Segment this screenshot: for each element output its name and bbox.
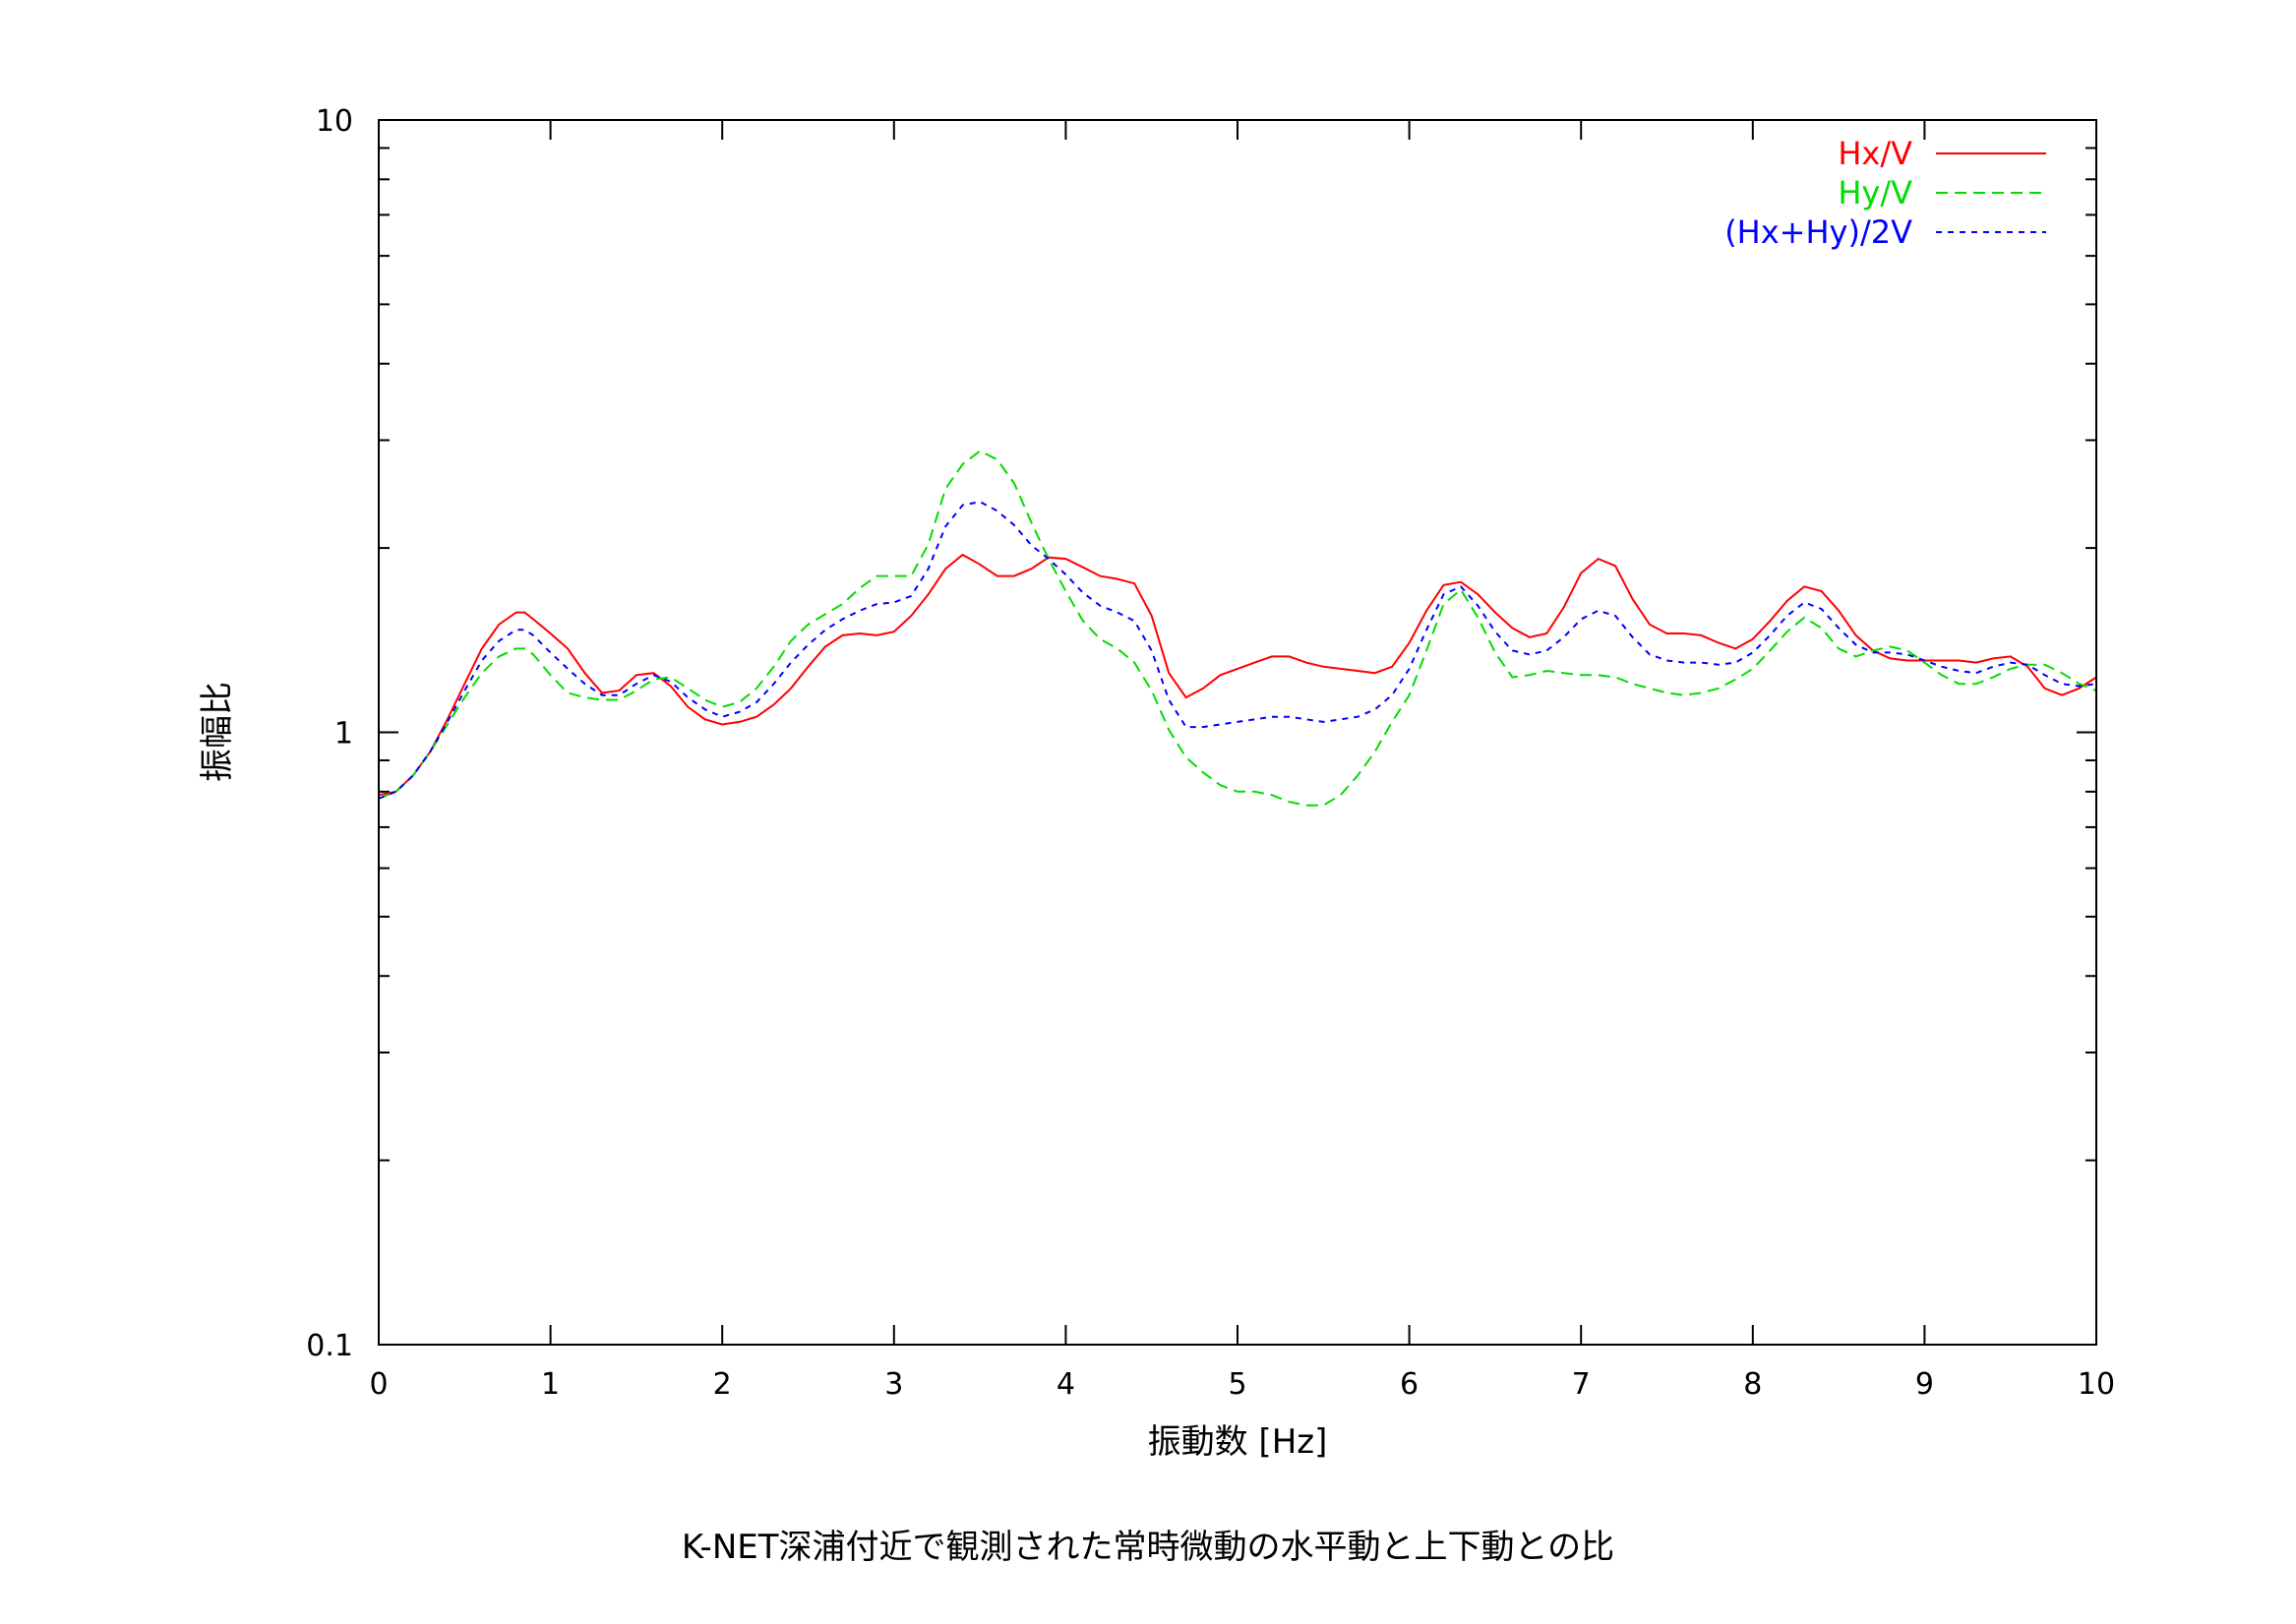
x-tick-label: 10: [2078, 1367, 2115, 1402]
x-tick-label: 7: [1572, 1367, 1591, 1402]
x-tick-label: 5: [1228, 1367, 1246, 1402]
x-tick-label: 4: [1057, 1367, 1075, 1402]
x-tick-label: 0: [369, 1367, 388, 1402]
y-tick-label: 1: [334, 717, 353, 752]
y-tick-labels: 0.1 1 10: [306, 104, 353, 1363]
legend-label: Hy/V: [1838, 174, 1912, 211]
legend-label: Hx/V: [1838, 135, 1912, 172]
y-axis-title: 振幅比: [198, 682, 237, 782]
series-lines: [378, 450, 2097, 807]
x-axis-title: 振動数 [Hz]: [1148, 1422, 1328, 1462]
legend: Hx/VHy/V(Hx+Hy)/2V: [1724, 135, 2046, 251]
axis-ticks: [378, 120, 2097, 1346]
x-tick-label: 6: [1400, 1367, 1419, 1402]
x-tick-label: 8: [1743, 1367, 1762, 1402]
x-tick-labels: 0 1 2 3 4 5 6 7 8 9 10: [369, 1367, 2115, 1402]
y-tick-label: 10: [316, 104, 353, 139]
plot-frame: [378, 119, 2097, 1346]
series-line-3: [378, 501, 2097, 800]
series-line-1: [378, 553, 2097, 797]
x-tick-label: 9: [1915, 1367, 1934, 1402]
chart-caption: K-NET深浦付近で観測された常時微動の水平動と上下動との比: [681, 1528, 1615, 1567]
legend-label: (Hx+Hy)/2V: [1724, 213, 1912, 251]
x-tick-label: 3: [884, 1367, 903, 1402]
y-tick-label: 0.1: [306, 1329, 353, 1363]
x-tick-label: 2: [713, 1367, 732, 1402]
x-tick-label: 1: [541, 1367, 560, 1402]
